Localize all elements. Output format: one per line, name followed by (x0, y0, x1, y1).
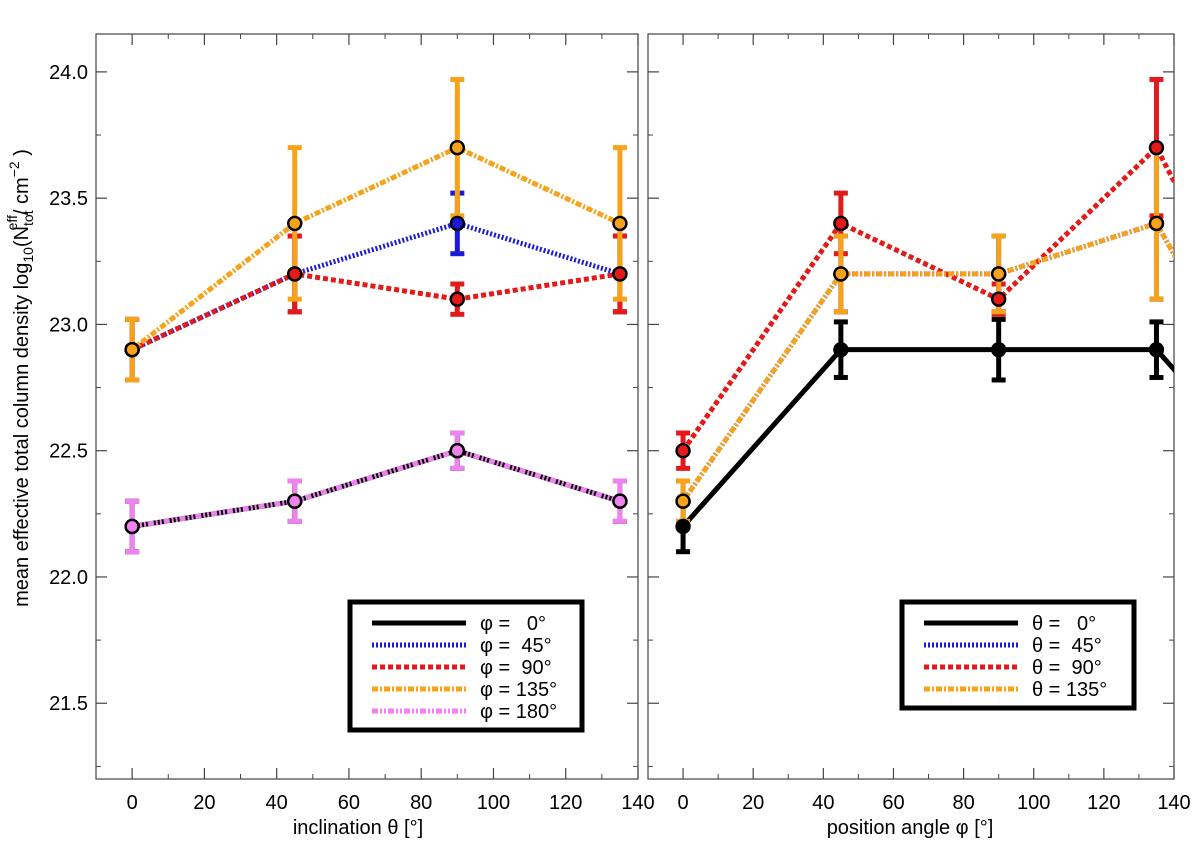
x-tick-label: 20 (742, 792, 764, 814)
plot-frame (95, 33, 639, 780)
data-point (1148, 215, 1165, 232)
x-tick-label: 40 (266, 792, 288, 814)
x-tick-label: 100 (1017, 792, 1050, 814)
legend-entries: φ = 0°φ = 45°φ = 90°φ = 135°φ = 180° (372, 613, 557, 723)
x-tick-label: 100 (477, 792, 510, 814)
y-axis-label-sub: 10 (20, 247, 36, 263)
series-line (681, 220, 1174, 503)
series-lines (681, 143, 1174, 529)
data-point (287, 215, 303, 232)
legend: φ = 0°φ = 45°φ = 90°φ = 135°φ = 180° (347, 599, 585, 733)
y-axis-label-prefix: mean effective total column density log (11, 263, 33, 607)
data-points (124, 139, 628, 535)
y-tick-label: 22.5 (49, 441, 88, 463)
data-point (124, 341, 140, 358)
position-angle-panel: 0 20 40 60 80 100 120 140 position angle φ [°] … (647, 33, 1191, 839)
legend-label: θ = 90° (1032, 657, 1102, 679)
y-axis-label-nsup: eff (4, 215, 20, 230)
y-tick-label: 23.0 (49, 314, 88, 336)
x-tick-label: 20 (193, 792, 215, 814)
y-axis-label-unitsup: −2 (6, 161, 22, 177)
data-point (990, 291, 1007, 307)
error-bars (676, 76, 1164, 555)
x-tick-label: 0 (127, 792, 138, 814)
series-line (681, 143, 1174, 453)
y-tick-label: 22.0 (49, 567, 88, 589)
y-axis-label-nsub: tot (20, 210, 36, 226)
series-line (131, 448, 621, 529)
x-tick-label: 120 (1087, 792, 1120, 814)
data-point (675, 493, 691, 509)
y-tick-label: 21.5 (49, 693, 88, 715)
data-point (833, 215, 849, 232)
data-point (1148, 341, 1165, 358)
legend-label: φ = 135° (480, 679, 557, 701)
data-point (449, 215, 466, 232)
x-axis-label: position angle φ [°] (827, 817, 994, 839)
x-tick-label: 60 (882, 792, 904, 814)
legend-label: φ = 90° (480, 657, 552, 679)
legend-entries: θ = 0°θ = 45°θ = 90°θ = 135° (924, 613, 1107, 701)
series-lines (130, 144, 621, 529)
y-axis-label: mean effective total column density log1… (4, 149, 36, 607)
data-point (287, 493, 303, 509)
data-point (1148, 139, 1165, 156)
data-point (449, 139, 466, 156)
x-tick-label: 140 (1157, 792, 1190, 814)
inclination-panel: 0 20 40 60 80 100 120 140 21.5 22.0 22.5 23.0 23.5 24… (49, 33, 655, 839)
data-point (990, 266, 1007, 282)
data-point (675, 442, 691, 459)
x-tick-label: 80 (952, 792, 974, 814)
legend: θ = 0°θ = 45°θ = 90°θ = 135° (899, 599, 1137, 711)
x-tick-label: 40 (812, 792, 834, 814)
data-point (287, 266, 303, 282)
legend-label: θ = 45° (1032, 635, 1102, 657)
data-point (675, 518, 691, 535)
x-tick-label: 0 (678, 792, 689, 814)
plot-frame (647, 33, 1175, 780)
data-point (990, 341, 1007, 358)
data-point (449, 291, 466, 307)
data-point (833, 266, 849, 282)
data-point (833, 341, 849, 358)
y-axis-label-n: (N (11, 226, 33, 247)
x-tick-label: 120 (549, 792, 582, 814)
data-point (612, 493, 628, 509)
x-axis-label: inclination θ [°] (293, 817, 423, 839)
legend-label: θ = 135° (1032, 679, 1107, 701)
data-point (612, 266, 628, 282)
series-line (681, 347, 1174, 529)
y-tick-label: 24.0 (49, 62, 88, 84)
data-point (612, 215, 628, 232)
data-point (449, 442, 466, 459)
series-line (131, 271, 621, 352)
series-line (681, 220, 1174, 503)
x-tick-label: 80 (410, 792, 432, 814)
x-tick-label: 140 (621, 792, 654, 814)
legend-label: φ = 180° (480, 701, 557, 723)
data-points (675, 139, 1165, 535)
series-line (131, 448, 621, 529)
y-axis-label-close: ) (11, 149, 33, 161)
legend-label: θ = 0° (1032, 613, 1096, 635)
legend-label: φ = 0° (480, 613, 546, 635)
x-tick-label: 60 (338, 792, 360, 814)
error-bars (125, 76, 627, 555)
y-axis-label-unit: / cm (11, 177, 33, 215)
legend-label: φ = 45° (480, 635, 552, 657)
ticks: 0 20 40 60 80 100 120 140 (647, 34, 1191, 814)
data-point (124, 518, 140, 535)
y-tick-label: 23.5 (49, 188, 88, 210)
ticks: 0 20 40 60 80 100 120 140 21.5 22.0 22.5 23.0 23.5 24… (49, 34, 655, 814)
